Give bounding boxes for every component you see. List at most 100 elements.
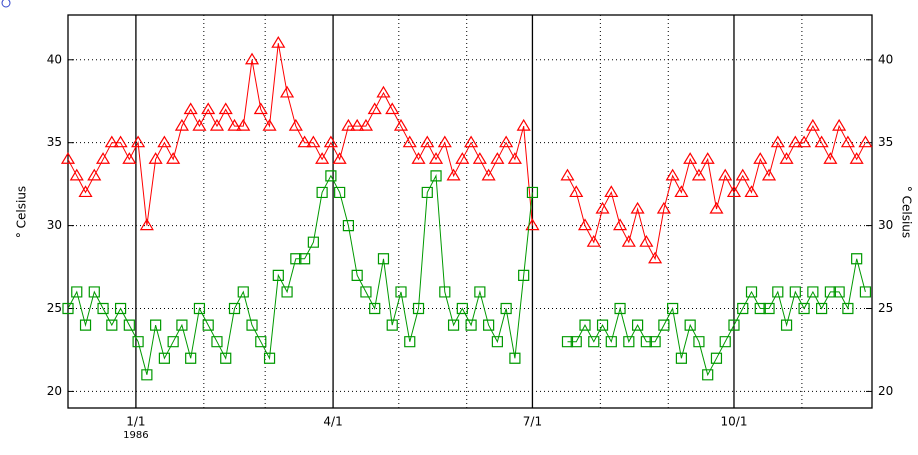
triangle-marker <box>569 185 584 198</box>
triangle-marker <box>648 251 663 264</box>
triangle-marker <box>490 152 505 164</box>
icon <box>1 0 11 8</box>
square-marker <box>596 319 609 331</box>
square-marker <box>211 336 223 348</box>
x-tick-sublabel: 1986 <box>123 430 148 441</box>
triangle-marker <box>262 118 277 131</box>
triangle-marker <box>832 118 847 131</box>
square-marker <box>316 186 328 199</box>
triangle-marker <box>630 201 645 214</box>
x-tick-label: 7/1 <box>523 415 542 429</box>
y-axis-label-right: ° Celsius <box>900 186 914 238</box>
triangle-marker <box>236 118 251 131</box>
triangle-marker <box>446 168 461 181</box>
y-tick-label: 20 <box>47 384 62 398</box>
square-marker <box>386 319 398 331</box>
triangle-marker <box>244 52 260 65</box>
square-marker <box>228 302 241 315</box>
square-marker <box>649 336 661 348</box>
triangle-marker <box>744 185 759 198</box>
square-marker <box>412 302 425 315</box>
square-marker <box>518 269 530 281</box>
square-marker <box>167 336 179 348</box>
triangle-marker <box>481 168 496 181</box>
square-marker <box>395 286 407 298</box>
triangle-marker <box>201 102 216 115</box>
square-marker <box>193 302 206 315</box>
square-marker <box>360 286 372 298</box>
square-marker <box>123 319 135 331</box>
triangle-marker <box>656 201 671 214</box>
x-tick-label: 10/1 <box>721 415 748 429</box>
triangle-marker <box>60 152 76 164</box>
square-marker <box>710 352 723 364</box>
square-marker <box>833 286 845 298</box>
square-marker <box>377 253 390 265</box>
triangle-marker <box>788 135 803 148</box>
triangle-marker <box>621 235 636 247</box>
square-marker <box>789 286 801 298</box>
triangle-marker <box>420 135 435 148</box>
square-marker <box>114 302 127 315</box>
triangle-marker <box>174 118 189 131</box>
square-marker <box>693 336 705 348</box>
triangle-marker <box>613 218 628 231</box>
square-marker <box>605 336 617 348</box>
square-marker <box>176 319 188 331</box>
triangle-marker <box>858 135 873 148</box>
square-marker <box>342 219 355 232</box>
triangle-marker <box>464 135 479 148</box>
triangle-marker <box>95 152 111 164</box>
triangle-marker <box>595 201 610 214</box>
square-marker <box>185 352 197 364</box>
triangle-marker <box>385 102 400 115</box>
triangle-marker <box>131 135 146 148</box>
triangle-marker <box>209 118 225 131</box>
square-marker <box>97 302 109 315</box>
triangle-marker <box>332 152 347 164</box>
x-tick-label: 4/1 <box>323 415 342 429</box>
x-tick-label: 1/1 <box>126 415 145 429</box>
triangle-marker <box>280 85 295 98</box>
triangle-marker <box>437 135 452 148</box>
triangle-marker <box>87 168 102 181</box>
y-tick-label-right: 35 <box>878 135 893 149</box>
triangle-marker <box>315 152 330 164</box>
square-marker <box>588 336 600 348</box>
square-marker <box>272 269 284 281</box>
square-marker <box>71 286 83 298</box>
square-marker <box>369 302 381 315</box>
triangle-marker <box>709 201 724 214</box>
y-tick-label: 40 <box>47 52 62 66</box>
triangle-marker <box>183 102 198 115</box>
triangle-marker <box>823 152 838 164</box>
square-marker <box>106 319 118 331</box>
square-marker <box>439 286 451 298</box>
square-marker <box>745 286 758 298</box>
triangle-marker <box>148 152 163 164</box>
triangle-marker <box>499 135 514 148</box>
triangle-marker <box>367 102 382 115</box>
square-marker <box>658 319 670 331</box>
square-marker <box>255 336 267 348</box>
square-marker <box>298 253 311 265</box>
plot-frame <box>67 14 873 409</box>
square-marker <box>404 336 416 348</box>
triangle-marker <box>797 135 812 148</box>
triangle-marker <box>288 118 303 131</box>
square-marker <box>483 319 495 331</box>
triangle-marker <box>753 152 768 164</box>
triangle-marker <box>350 118 365 131</box>
square-marker <box>307 236 319 248</box>
triangle-marker <box>770 135 785 148</box>
square-marker <box>79 319 92 331</box>
square-marker <box>728 319 740 331</box>
triangle-marker <box>840 135 855 148</box>
triangle-marker <box>814 135 829 148</box>
square-marker <box>263 352 276 364</box>
square-marker <box>132 336 144 348</box>
triangle-marker <box>691 168 706 181</box>
square-marker <box>237 286 249 298</box>
triangle-marker <box>455 152 470 164</box>
square-marker <box>667 302 679 315</box>
